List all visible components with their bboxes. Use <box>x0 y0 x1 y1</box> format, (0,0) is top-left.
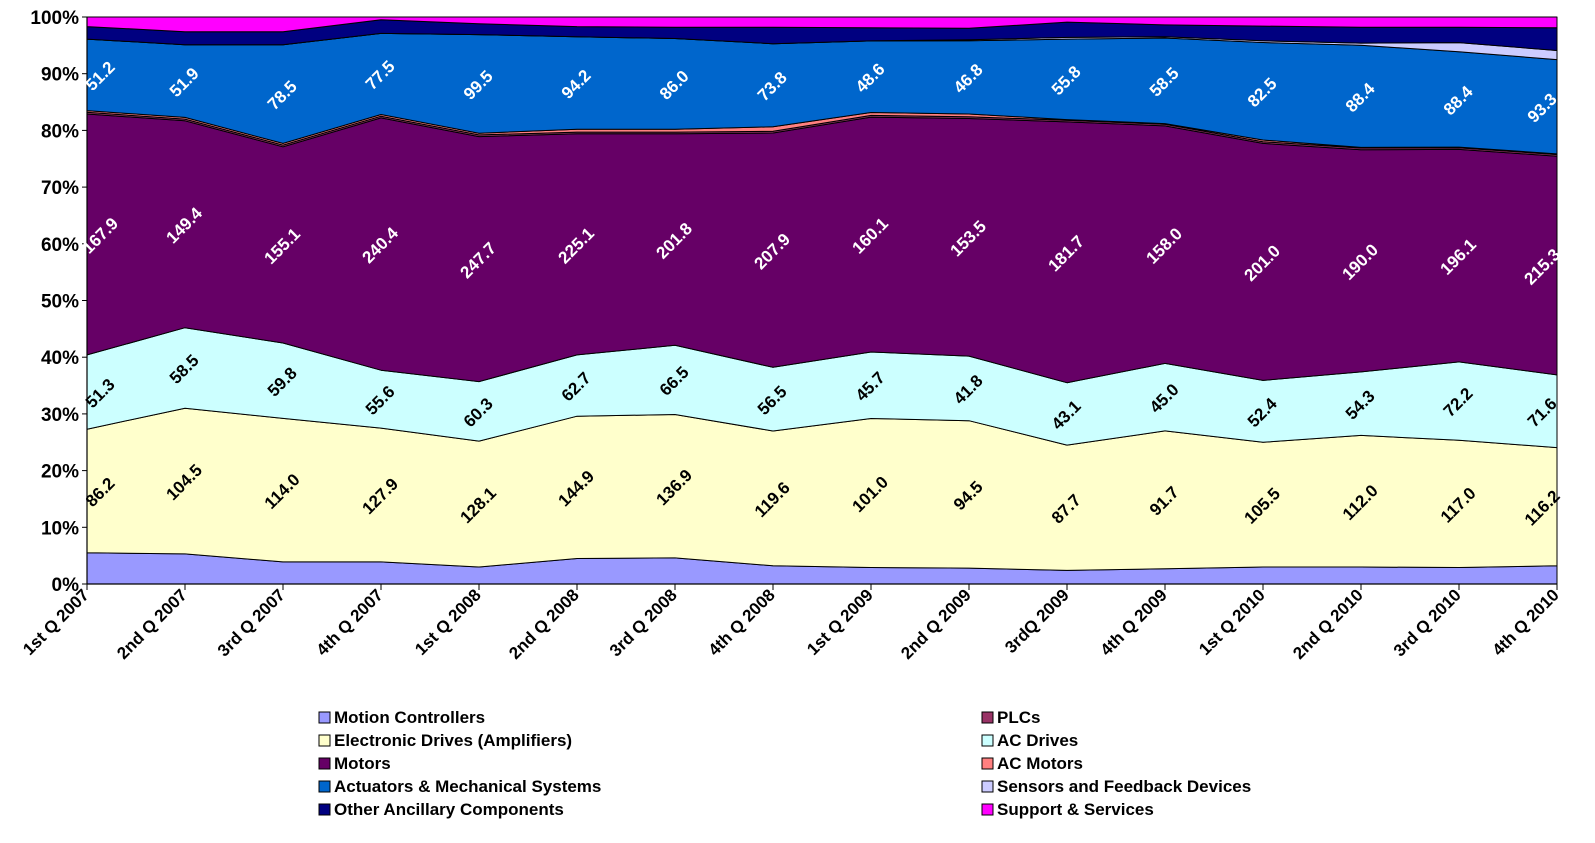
y-tick-label: 40% <box>41 348 79 369</box>
y-tick-label: 90% <box>41 65 79 86</box>
legend: Motion Controllers Electronic Drives (Amp… <box>318 708 1251 819</box>
legend-label-electronic-drives-amplifiers: Electronic Drives (Amplifiers) <box>334 731 572 750</box>
legend-label-support-services: Support & Services <box>997 800 1154 819</box>
legend-label-sensors-and-feedback-devices: Sensors and Feedback Devices <box>997 777 1251 796</box>
legend-label-actuators-mechanical-systems: Actuators & Mechanical Systems <box>334 777 601 796</box>
x-tick-label: 3rd Q 2007 <box>214 585 289 660</box>
y-tick-label: 80% <box>41 121 79 142</box>
y-tick-label: 60% <box>41 235 79 256</box>
x-tick-label: 4th Q 2007 <box>313 585 387 659</box>
x-tick-label: 2nd Q 2007 <box>113 585 191 663</box>
legend-swatch-motors <box>318 757 331 770</box>
legend-label-ac-drives: AC Drives <box>997 731 1078 750</box>
y-tick-label: 100% <box>30 8 79 29</box>
y-tick-label: 20% <box>41 462 79 483</box>
x-tick-label: 4th Q 2009 <box>1097 585 1171 659</box>
x-tick-label: 3rd Q 2010 <box>1390 585 1465 660</box>
legend-label-other-ancillary-components: Other Ancillary Components <box>334 800 564 819</box>
x-tick-label: 1st Q 2009 <box>803 585 877 659</box>
legend-label-ac-motors: AC Motors <box>997 754 1083 773</box>
y-tick-label: 50% <box>41 292 79 313</box>
legend-swatch-ac-drives <box>981 734 994 747</box>
legend-label-motors: Motors <box>334 754 391 773</box>
x-tick-label: 3rd Q 2008 <box>606 585 681 660</box>
x-tick-label: 4th Q 2008 <box>705 585 779 659</box>
legend-swatch-support-services <box>981 803 994 816</box>
area-motors <box>86 113 1558 384</box>
legend-swatch-plcs <box>981 711 994 724</box>
y-tick-label: 10% <box>41 518 79 539</box>
series-areas <box>86 16 1558 585</box>
x-tick-label: 4th Q 2010 <box>1489 585 1563 659</box>
x-tick-label: 1st Q 2007 <box>19 585 93 659</box>
y-tick-label: 70% <box>41 178 79 199</box>
x-tick-label: 1st Q 2010 <box>1195 585 1269 659</box>
legend-swatch-motion-controllers <box>318 711 331 724</box>
legend-label-plcs: PLCs <box>997 708 1040 727</box>
x-tick-label: 2nd Q 2008 <box>505 585 583 663</box>
legend-swatch-other-ancillary-components <box>318 803 331 816</box>
legend-swatch-electronic-drives-amplifiers <box>318 734 331 747</box>
y-tick-label: 30% <box>41 405 79 426</box>
legend-label-motion-controllers: Motion Controllers <box>334 708 485 727</box>
y-tick-label: 0% <box>52 575 80 596</box>
x-tick-label: 1st Q 2008 <box>411 585 485 659</box>
x-tick-label: 3rdQ 2009 <box>1001 585 1073 657</box>
legend-swatch-sensors-and-feedback-devices <box>981 780 994 793</box>
x-tick-label: 2nd Q 2009 <box>897 585 975 663</box>
legend-swatch-ac-motors <box>981 757 994 770</box>
legend-swatch-actuators-mechanical-systems <box>318 780 331 793</box>
x-tick-label: 2nd Q 2010 <box>1289 585 1367 663</box>
